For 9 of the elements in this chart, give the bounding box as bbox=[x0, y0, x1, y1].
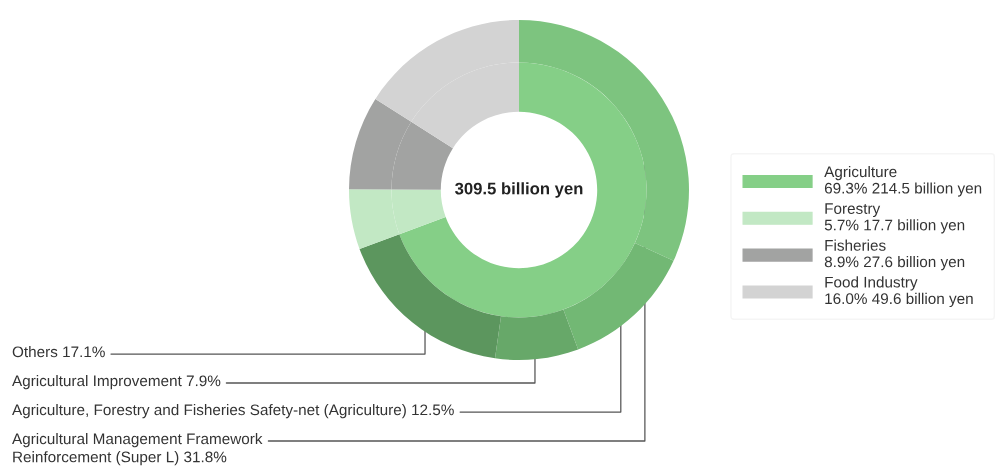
legend-label: Fisheries 8.9% 27.6 billion yen bbox=[824, 239, 965, 271]
legend-label: Forestry 5.7% 17.7 billion yen bbox=[824, 203, 965, 234]
text: Agriculture, Forestry and Fisheries Safety-net (Agriculture) 12.5% bbox=[12, 404, 454, 419]
legend-label: Agriculture 69.3% 214.5 billion yen bbox=[824, 165, 982, 197]
text: Others 17.1% bbox=[12, 346, 105, 358]
legend-label: Food Industry 16.0% 49.6 billion yen bbox=[825, 276, 973, 308]
text: 309.5 billion yen bbox=[455, 182, 583, 198]
text: Agricultural Management Framework Reinforcement (Super L) 31.8% bbox=[12, 433, 263, 466]
text: Agricultural Improvement 7.9% bbox=[12, 375, 221, 390]
